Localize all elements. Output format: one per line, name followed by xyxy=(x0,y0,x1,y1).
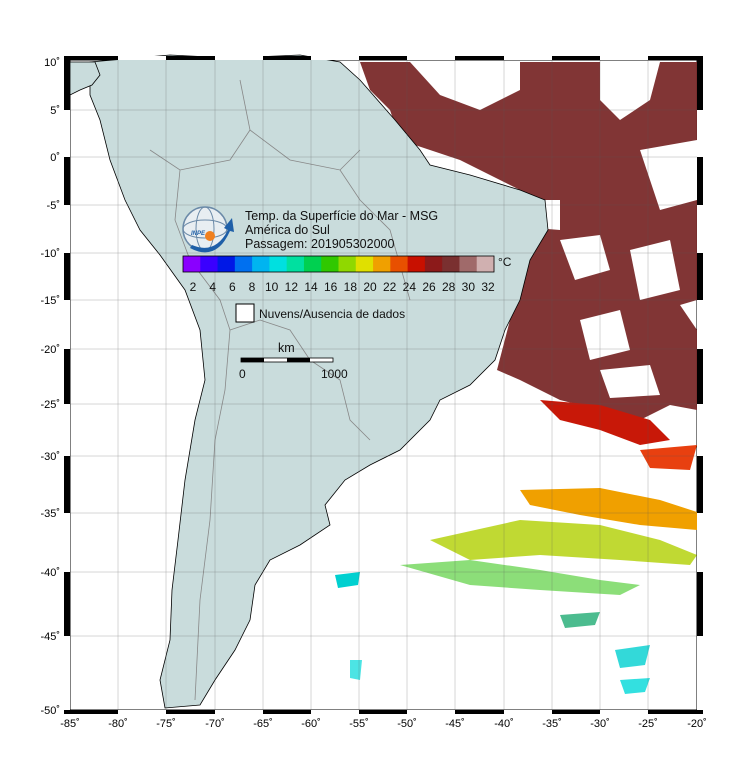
scale-start: 0 xyxy=(239,367,246,381)
colorbar-tick-label: 8 xyxy=(249,280,256,294)
lon-tick: -70˚ xyxy=(205,718,225,730)
lat-tick: -30˚ xyxy=(40,451,60,463)
colorbar-tick-label: 18 xyxy=(344,280,358,294)
colorbar-swatch xyxy=(217,256,236,272)
sst-warm-region xyxy=(360,62,697,420)
scale-bar: km 0 1000 xyxy=(239,341,348,381)
lon-tick: -75˚ xyxy=(156,718,176,730)
colorbar-swatch xyxy=(442,256,460,272)
lat-tick: -45˚ xyxy=(40,631,60,643)
colorbar-tick-label: 24 xyxy=(403,280,417,294)
colorbar-swatch xyxy=(424,256,443,272)
colorbar-swatch xyxy=(355,256,374,272)
map-title: Temp. da Superfície do Mar - MSG xyxy=(245,209,438,223)
colorbar-swatch xyxy=(200,256,219,272)
map-border xyxy=(64,56,703,714)
colorbar-swatch xyxy=(476,256,495,272)
lon-tick: -50˚ xyxy=(397,718,417,730)
lat-tick: -20˚ xyxy=(40,344,60,356)
pass-label: Passagem: 201905302000 xyxy=(245,237,394,251)
colorbar-tick-label: 2 xyxy=(190,280,197,294)
no-data-label: Nuvens/Ausencia de dados xyxy=(259,307,405,321)
colorbar-tick-label: 30 xyxy=(462,280,476,294)
colorbar-swatch xyxy=(321,256,339,272)
lon-tick: -55˚ xyxy=(349,718,369,730)
map-region: América do Sul xyxy=(245,223,330,237)
colorbar-tick-label: 32 xyxy=(481,280,495,294)
scale-unit: km xyxy=(278,341,295,355)
colorbar-tick-label: 10 xyxy=(265,280,279,294)
lon-tick: -80˚ xyxy=(108,718,128,730)
colorbar-tick-label: 28 xyxy=(442,280,456,294)
colorbar-swatch xyxy=(390,256,409,272)
colorbar-swatch xyxy=(303,256,322,272)
lat-tick: -35˚ xyxy=(40,508,60,520)
colorbar-tick-label: 6 xyxy=(229,280,236,294)
lat-tick: -40˚ xyxy=(40,567,60,579)
lat-tick: 5˚ xyxy=(50,105,60,117)
colorbar-tick-label: 12 xyxy=(285,280,299,294)
lat-tick: 0˚ xyxy=(50,152,60,164)
colorbar-tick-label: 22 xyxy=(383,280,397,294)
lon-tick: -35˚ xyxy=(542,718,562,730)
colorbar-tick-label: 4 xyxy=(209,280,216,294)
lon-tick: -65˚ xyxy=(253,718,273,730)
colorbar-swatch xyxy=(269,256,288,272)
lat-tick: -15˚ xyxy=(40,295,60,307)
colorbar-swatch xyxy=(407,256,426,272)
lat-tick: -10˚ xyxy=(40,248,60,260)
no-data-legend: Nuvens/Ausencia de dados xyxy=(235,303,405,323)
logo-text: INPE xyxy=(191,231,206,237)
inpe-logo: INPE xyxy=(182,206,234,253)
colorbar-unit: °C xyxy=(498,255,512,269)
colorbar-swatches xyxy=(183,256,495,272)
lon-tick: -60˚ xyxy=(301,718,321,730)
lon-tick: -40˚ xyxy=(494,718,514,730)
colorbar-tick-label: 14 xyxy=(304,280,318,294)
lat-tick: -25˚ xyxy=(40,399,60,411)
colorbar-swatch xyxy=(338,256,357,272)
colorbar-swatch xyxy=(286,256,305,272)
graticule xyxy=(70,60,697,710)
sst-mid-bands xyxy=(335,400,697,694)
colorbar-labels: 2 4 6 8 10 12 14 16 18 20 22 24 26 28 30 32 xyxy=(190,280,495,294)
lon-tick: -25˚ xyxy=(638,718,658,730)
colorbar-swatch xyxy=(373,256,391,272)
lon-tick: -20˚ xyxy=(687,718,707,730)
colorbar-swatch xyxy=(183,256,201,272)
colorbar-tick-label: 16 xyxy=(324,280,338,294)
lat-tick: -50˚ xyxy=(40,705,60,717)
lat-tick: 10˚ xyxy=(44,57,60,69)
lat-tick-labels: 10˚ 5˚ 0˚ -5˚ -10˚ -15˚ -20˚ -25˚ -30˚ -… xyxy=(40,57,60,717)
lat-tick: -5˚ xyxy=(47,200,60,212)
colorbar-tick-label: 20 xyxy=(363,280,377,294)
lon-tick: -85˚ xyxy=(60,718,80,730)
lon-tick: -30˚ xyxy=(590,718,610,730)
colorbar-tick-label: 26 xyxy=(422,280,436,294)
scale-end: 1000 xyxy=(321,367,348,381)
lon-tick-labels: -85˚ -80˚ -75˚ -70˚ -65˚ -60˚ -55˚ -50˚ … xyxy=(60,718,707,730)
colorbar-swatch xyxy=(459,256,478,272)
colorbar: °C 2 4 6 8 10 12 14 16 18 20 22 24 26 28 30 32 xyxy=(182,255,512,294)
no-data-swatch xyxy=(235,303,255,323)
colorbar-swatch xyxy=(252,256,270,272)
colorbar-outline xyxy=(182,255,495,273)
lon-tick: -45˚ xyxy=(445,718,465,730)
colorbar-swatch xyxy=(234,256,253,272)
